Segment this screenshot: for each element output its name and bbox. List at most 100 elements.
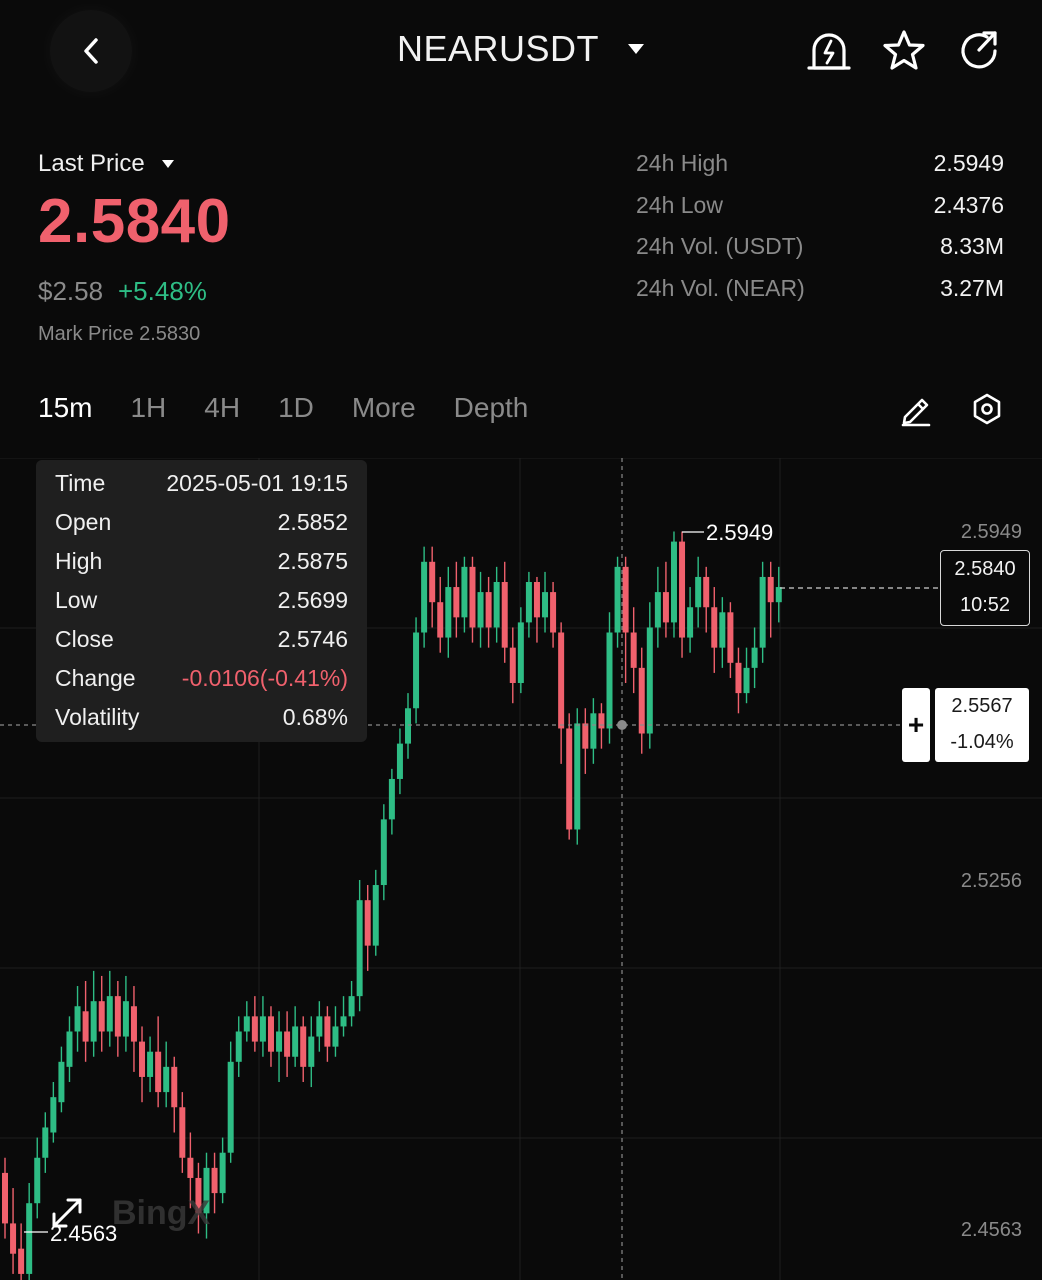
candle-down [429, 561, 436, 603]
candle-down [324, 1016, 331, 1047]
candle-down [662, 592, 669, 623]
candle-down [195, 1177, 202, 1214]
last-price-selector[interactable]: Last Price [38, 150, 175, 178]
candle-up [58, 1061, 65, 1103]
candle-up [542, 592, 549, 618]
tab-4h[interactable]: 4H [204, 392, 241, 423]
tooltip-row: High 2.5875 [55, 548, 348, 575]
candle-up [74, 1006, 81, 1032]
candle-down [267, 1016, 274, 1052]
candle-down [566, 728, 573, 830]
stat-row: 24h Low 2.4376 [636, 192, 1004, 234]
draw-button[interactable] [898, 391, 934, 427]
stat-value: 2.5949 [933, 150, 1004, 176]
candle-up [614, 566, 621, 633]
candle-up [243, 1016, 250, 1032]
tab-1d[interactable]: 1D [278, 392, 314, 423]
crosshair-dot [617, 720, 627, 730]
candle-up [590, 713, 597, 749]
candle-up [147, 1051, 154, 1077]
candle-up [687, 607, 694, 638]
expand-icon[interactable] [52, 1198, 82, 1228]
candle-up [574, 723, 581, 830]
tooltip-label: Close [55, 626, 114, 652]
current-price-box: 2.5840 10:52 [940, 550, 1030, 626]
tooltip-label: Volatility [55, 704, 140, 730]
candle-down [187, 1157, 194, 1178]
tab-depth[interactable]: Depth [453, 392, 529, 423]
star-icon [883, 30, 925, 70]
tooltip-label: Time [55, 470, 106, 496]
candle-down [2, 1172, 8, 1224]
crosshair-price-box: 2.5567 -1.04% [935, 688, 1029, 762]
candle-up [759, 576, 766, 648]
candle-tooltip: Time 2025-05-01 19:15 Open 2.5852 High 2… [36, 460, 367, 742]
add-order-button[interactable]: + [902, 688, 930, 762]
tab-15m[interactable]: 15m [38, 392, 93, 423]
crosshair-percent: -1.04% [950, 731, 1014, 753]
stat-label: 24h High [636, 150, 729, 176]
plus-icon: + [907, 709, 925, 740]
candle-down [114, 996, 121, 1037]
current-price-value: 2.5840 [954, 558, 1016, 580]
candle-up [396, 743, 403, 779]
candle-up [276, 1031, 283, 1052]
share-button[interactable] [957, 28, 1003, 74]
candle-up [743, 667, 750, 694]
tooltip-value: 0.68% [282, 704, 348, 730]
mark-price: Mark Price 2.5830 [38, 323, 201, 345]
candle-up [606, 632, 613, 729]
stats-panel: 24h High 2.5949 24h Low 2.4376 24h Vol. … [636, 150, 1004, 316]
tooltip-value: 2.5699 [277, 587, 348, 613]
candle-up [654, 592, 661, 628]
interval-tabs: 15m 1H 4H 1D More Depth [38, 392, 566, 424]
candle-up [751, 647, 758, 668]
candle-down [130, 1006, 137, 1042]
tooltip-value: 2.5875 [277, 548, 348, 574]
stat-row: 24h Vol. (NEAR) 3.27M [636, 275, 1004, 317]
candle-up [413, 632, 420, 709]
candle-up [219, 1152, 226, 1194]
candle-down [98, 1001, 105, 1032]
tooltip-row: Open 2.5852 [55, 509, 348, 536]
candle-down [558, 632, 565, 729]
pair-selector[interactable]: NEARUSDT [0, 28, 1042, 70]
tooltip-label: Low [55, 587, 98, 613]
chart-settings-button[interactable] [969, 391, 1005, 427]
candle-down [501, 582, 508, 648]
y-axis-label: 2.5949 [961, 521, 1022, 543]
candle-up [106, 996, 113, 1032]
candle-down [703, 576, 710, 608]
back-button[interactable] [50, 10, 132, 92]
candle-up [517, 622, 524, 684]
candle-up [421, 561, 428, 633]
tooltip-row: Close 2.5746 [55, 626, 348, 653]
candle-down [284, 1031, 291, 1057]
tab-1h[interactable]: 1H [130, 392, 167, 423]
last-price-value: 2.5840 [38, 187, 231, 256]
favorite-button[interactable] [881, 28, 927, 74]
candle-up [122, 1001, 129, 1037]
candle-up [646, 627, 653, 734]
candle-down [533, 582, 540, 618]
stat-value: 3.27M [940, 274, 1004, 301]
candle-up [372, 885, 379, 946]
tooltip-row: Time 2025-05-01 19:15 [55, 470, 348, 497]
alert-button[interactable] [806, 28, 852, 74]
candle-up [340, 1016, 347, 1027]
caret-down-icon [628, 44, 645, 54]
alert-bell-icon [807, 33, 851, 70]
watermark-logo: BingX [112, 1194, 211, 1232]
candle-down [18, 1248, 25, 1274]
candle-up [50, 1097, 57, 1133]
candle-up [348, 996, 355, 1017]
candle-up [332, 1026, 339, 1047]
candle-up [316, 1016, 323, 1037]
y-axis-label: 2.5256 [961, 870, 1022, 892]
candle-down [622, 566, 629, 633]
candle-up [477, 592, 484, 628]
candle-up [670, 541, 677, 623]
tab-more[interactable]: More [351, 392, 416, 423]
settings-hexagon-icon [973, 393, 1001, 425]
candle-up [90, 1001, 97, 1042]
